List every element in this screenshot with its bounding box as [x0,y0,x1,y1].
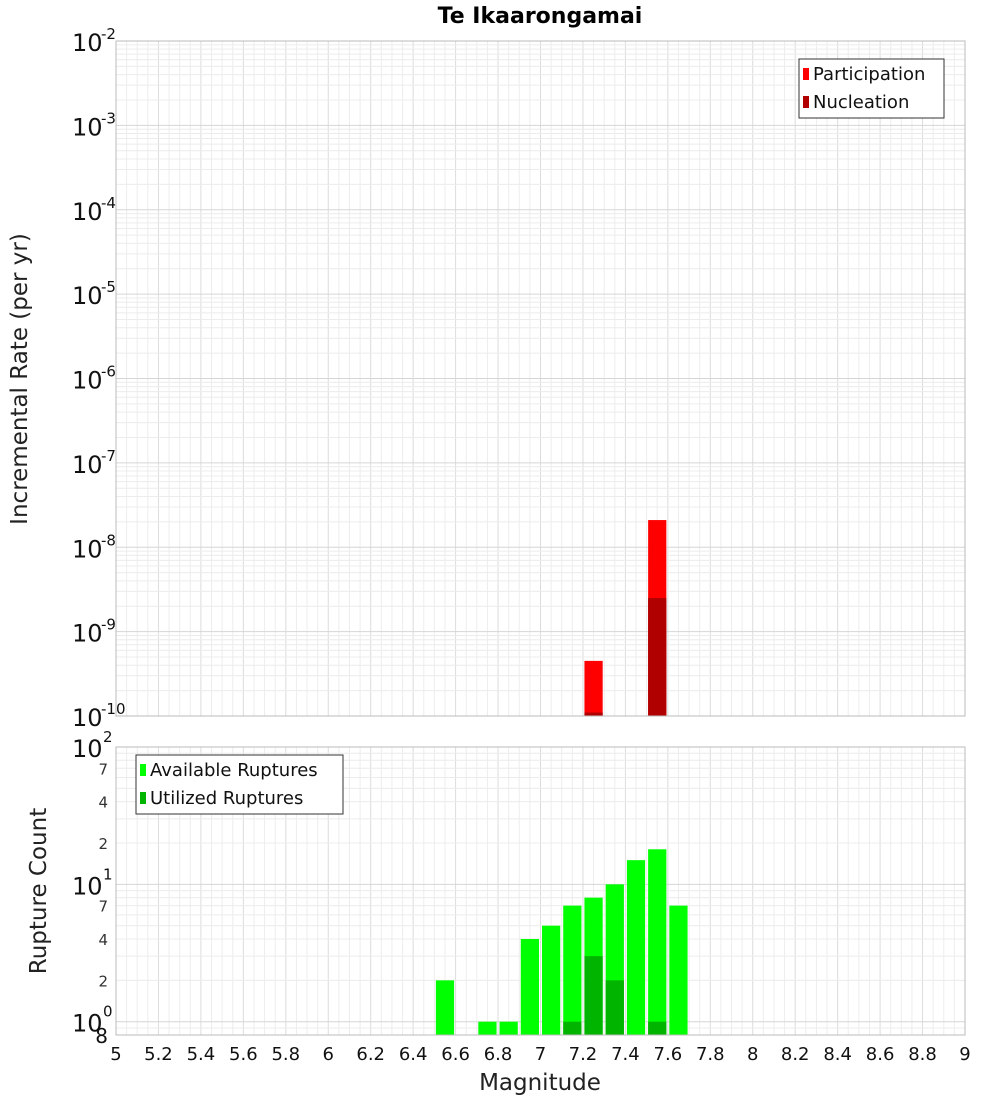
x-tick-label: 9 [959,1044,970,1065]
top-y-axis-label: Incremental Rate (per yr) [7,233,33,525]
count-bar-b [605,980,624,1035]
x-tick-label: 6.2 [356,1044,385,1065]
y-tick-label: 10 [72,367,103,395]
x-tick-labels: 5 5.2 5.4 5.6 5.8 6 6.2 6.4 6.6 6.8 7 7.2 7.4 7.6 7.8 8… [110,1044,970,1065]
count-bar-a [499,1021,518,1035]
legend-swatch [140,764,146,776]
y-tick-label: 10 [72,535,103,563]
y-minor-tick-label: 7 [98,898,108,916]
top-bars [584,520,667,716]
top-y-tick-labels: 10-210-310-410-510-610-710-810-910-10 [72,25,126,732]
count-bar-a [478,1021,497,1035]
y-tick-exponent: -10 [101,700,126,718]
y-tick-exponent: -5 [101,278,116,296]
y-tick-label: 10 [72,29,103,57]
legend-entry: Utilized Ruptures [150,788,303,809]
x-tick-label: 7.4 [611,1044,640,1065]
y-tick-label: 10 [72,282,103,310]
y-minor-tick-label: 8 [95,1024,108,1048]
y-minor-tick-label: 2 [98,972,108,990]
x-tick-label: 5 [110,1044,121,1065]
y-tick-label: 10 [72,1010,103,1038]
bottom-y-axis-label: Rupture Count [26,808,52,974]
bottom-grid [115,746,966,1036]
x-tick-label: 5.8 [271,1044,300,1065]
legend-entry: Nucleation [813,92,909,113]
y-minor-tick-label: 4 [98,931,108,949]
y-minor-tick-label: 7 [98,760,108,778]
count-bar-a [648,849,667,1035]
count-bar-b [648,1021,667,1035]
y-tick-exponent: 0 [103,1003,113,1021]
bottom-bars [435,849,688,1035]
x-tick-label: 6.8 [484,1044,513,1065]
legend-entry: Available Ruptures [150,760,318,781]
count-bar-a [563,905,582,1035]
y-tick-label: 10 [72,198,103,226]
count-bar-b [584,956,603,1035]
y-tick-exponent: -4 [101,194,116,212]
legend-box [135,754,344,815]
x-tick-label: 5.6 [229,1044,258,1065]
y-minor-tick-label: 2 [98,835,108,853]
bottom-legend: Available Ruptures Utilized Ruptures [135,754,344,815]
count-bar-a [435,980,455,1035]
x-tick-label: 6.4 [399,1044,428,1065]
y-tick-exponent: 1 [103,865,113,883]
x-tick-label: 8 [747,1044,758,1065]
y-tick-label: 10 [72,872,103,900]
x-tick-label: 8.8 [908,1044,937,1065]
bottom-plot-border [115,746,966,1036]
x-tick-label: 5.4 [187,1044,216,1065]
legend-box [798,58,945,119]
incremental-rate-panel: 10-210-310-410-510-610-710-810-910-10 In… [7,25,966,732]
x-tick-label: 7 [535,1044,546,1065]
count-bar-a [542,925,561,1035]
y-tick-label: 10 [72,451,103,479]
y-tick-label: 10 [72,113,103,141]
top-plot-border [115,40,966,717]
y-tick-exponent: 2 [103,728,113,746]
x-tick-label: 8.6 [866,1044,895,1065]
x-tick-label: 7.2 [569,1044,598,1065]
count-bar-a [626,860,646,1035]
x-tick-label: 6 [323,1044,334,1065]
y-tick-exponent: -3 [101,109,116,127]
y-tick-label: 10 [72,704,103,732]
x-tick-label: 5.2 [144,1044,173,1065]
count-bar-a [669,905,688,1035]
y-tick-exponent: -8 [101,531,116,549]
y-tick-exponent: -2 [101,25,116,43]
y-tick-label: 10 [72,620,103,648]
x-tick-label: 8.4 [823,1044,852,1065]
legend-swatch [140,792,146,804]
legend-swatch [803,96,809,108]
rate-bar-b [648,598,667,716]
y-minor-tick-label: 4 [98,794,108,812]
top-legend: Participation Nucleation [798,58,945,119]
x-tick-label: 8.2 [781,1044,810,1065]
rate-bar-b [584,712,603,716]
x-axis-label: Magnitude [479,1070,601,1096]
legend-entry: Participation [813,64,925,85]
count-bar-b [563,1021,582,1035]
y-tick-label: 10 [72,735,103,763]
legend-swatch [803,68,809,80]
count-bar-a [520,939,539,1035]
y-tick-exponent: -7 [101,447,116,465]
y-tick-exponent: -9 [101,616,116,634]
top-grid [115,41,966,717]
rate-bar-a [584,660,603,716]
x-tick-label: 7.8 [696,1044,725,1065]
y-tick-exponent: -6 [101,363,116,381]
x-tick-label: 7.6 [654,1044,683,1065]
x-tick-label: 6.6 [441,1044,470,1065]
chart-title: Te Ikaarongamai [438,4,643,29]
